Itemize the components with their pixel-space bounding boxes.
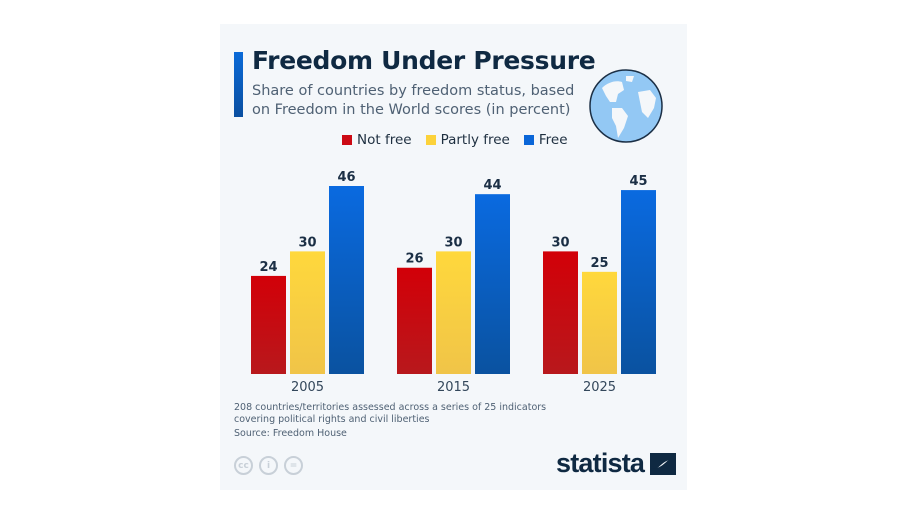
x-tick-label: 2015 — [437, 380, 470, 395]
data-label: 44 — [483, 178, 501, 193]
bar-free-2025 — [621, 190, 656, 374]
legend-label: Partly free — [440, 132, 510, 148]
legend-swatch-not-free — [342, 135, 352, 145]
legend-label: Free — [538, 132, 568, 148]
data-label: 30 — [298, 235, 316, 250]
bar-free-2015 — [475, 194, 510, 374]
data-label: 26 — [405, 252, 423, 267]
title-accent-bar — [234, 52, 243, 117]
x-tick-label: 2025 — [583, 380, 616, 395]
legend-swatch-partly-free — [425, 135, 436, 145]
chart-title: Freedom Under Pressure — [252, 46, 596, 75]
license-icons: cc i = — [234, 456, 303, 475]
legend-item-partly-free: Partly free — [425, 132, 510, 148]
bar-not-free-2005 — [251, 275, 286, 374]
statista-logo[interactable]: statista — [556, 448, 677, 479]
data-label: 30 — [551, 235, 569, 250]
statista-logo-icon — [650, 452, 677, 475]
data-label: 30 — [444, 235, 462, 250]
legend-swatch-free — [523, 135, 534, 145]
data-label: 45 — [629, 174, 647, 189]
bar-free-2005 — [329, 186, 364, 374]
x-tick-label: 2005 — [291, 380, 324, 395]
data-label: 46 — [337, 170, 355, 185]
infographic-card: Freedom Under Pressure Share of countrie… — [220, 24, 687, 490]
bar-chart: 24 30 46 2005 26 30 44 2015 30 25 45 2025 — [251, 170, 656, 395]
attribution-icon[interactable]: i — [259, 456, 278, 475]
bar-not-free-2025 — [543, 251, 578, 374]
legend-item-not-free: Not free — [342, 132, 412, 148]
data-label: 24 — [259, 260, 277, 275]
bar-partly-free-2005 — [290, 251, 325, 374]
chart-note: 208 countries/territories assessed acros… — [234, 402, 547, 425]
logo-text: statista — [556, 448, 645, 478]
chart-source: Source: Freedom House — [234, 428, 347, 439]
chart-legend: Not free Partly free Free — [342, 132, 568, 148]
legend-label: Not free — [357, 132, 412, 148]
legend-item-free: Free — [523, 132, 568, 148]
data-label: 25 — [590, 256, 608, 271]
globe-icon — [589, 69, 663, 143]
cc-icon[interactable]: cc — [234, 456, 253, 475]
bar-partly-free-2025 — [582, 271, 617, 374]
no-derivatives-icon[interactable]: = — [284, 456, 303, 475]
bar-partly-free-2015 — [436, 251, 471, 374]
bar-not-free-2015 — [397, 267, 432, 374]
chart-subtitle: Share of countries by freedom status, ba… — [252, 83, 575, 118]
